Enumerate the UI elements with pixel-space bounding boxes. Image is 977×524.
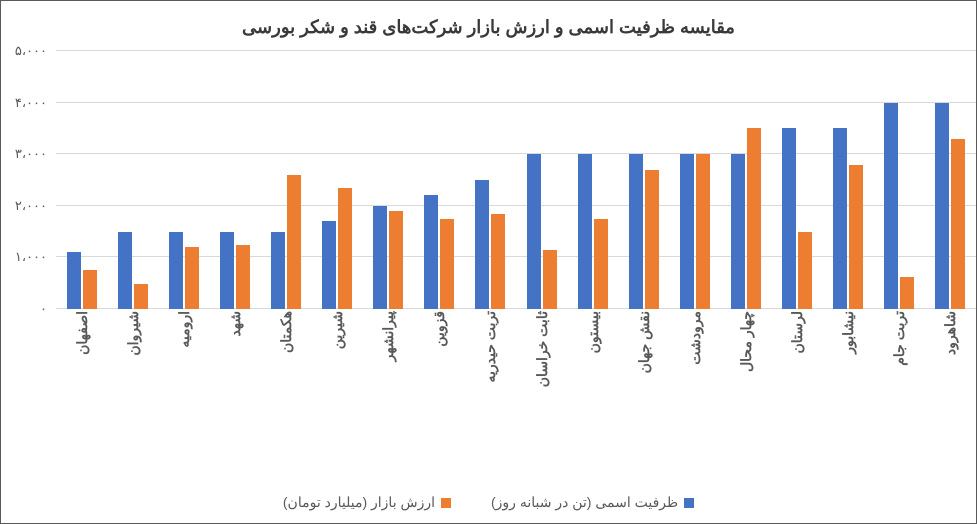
chart-container: مقایسه ظرفیت اسمی و ارزش بازار شرکت‌های …: [0, 0, 977, 524]
bar-group: [56, 252, 107, 309]
bar-market: [440, 219, 454, 309]
bar-group: [618, 154, 669, 309]
bar-market: [338, 188, 352, 309]
legend-swatch: [684, 498, 694, 508]
x-label: لرستان: [772, 311, 823, 451]
bar-capacity: [578, 154, 592, 309]
bar-capacity: [475, 180, 489, 309]
legend-item: ظرفیت اسمی (تن در شبانه روز): [491, 494, 694, 511]
bar-capacity: [373, 206, 387, 309]
bars-area: [56, 51, 976, 309]
bar-capacity: [731, 154, 745, 309]
x-label: هکمتان: [260, 311, 311, 451]
bar-capacity: [322, 221, 336, 309]
x-label: مرودشت: [669, 311, 720, 451]
bar-market: [287, 175, 301, 309]
bar-capacity: [67, 252, 81, 309]
bar-market: [134, 284, 148, 309]
bar-market: [185, 247, 199, 309]
bar-group: [414, 195, 465, 309]
bar-capacity: [169, 232, 183, 309]
x-label: ارومیه: [158, 311, 209, 451]
plot-area: ۰۱،۰۰۰۲،۰۰۰۳،۰۰۰۴،۰۰۰۵،۰۰۰: [1, 51, 976, 309]
bar-market: [900, 277, 914, 310]
bar-group: [363, 206, 414, 309]
bar-capacity: [935, 103, 949, 309]
bar-group: [567, 154, 618, 309]
x-label: تربت جام: [874, 311, 925, 451]
bar-capacity: [884, 103, 898, 309]
y-axis: ۰۱،۰۰۰۲،۰۰۰۳،۰۰۰۴،۰۰۰۵،۰۰۰: [1, 51, 51, 309]
legend: ظرفیت اسمی (تن در شبانه روز) ارزش بازار (…: [1, 494, 976, 511]
bar-market: [849, 165, 863, 309]
bar-capacity: [782, 128, 796, 309]
bar-market: [491, 214, 505, 309]
x-axis: اصفهانشیروانارومیهشهدهکمتانشیرینپیرانشهر…: [56, 311, 976, 451]
chart-title: مقایسه ظرفیت اسمی و ارزش بازار شرکت‌های …: [21, 17, 956, 38]
y-tick-label: ۲،۰۰۰: [15, 198, 47, 214]
x-label: بیستون: [567, 311, 618, 451]
bar-group: [209, 232, 260, 309]
bar-market: [236, 245, 250, 310]
x-label: ثابت خراسان: [516, 311, 567, 451]
legend-label: ظرفیت اسمی (تن در شبانه روز): [491, 494, 678, 511]
x-label: شیروان: [107, 311, 158, 451]
bar-capacity: [220, 232, 234, 309]
bar-capacity: [118, 232, 132, 309]
bar-capacity: [833, 128, 847, 309]
bar-capacity: [271, 232, 285, 309]
bar-group: [720, 128, 771, 309]
legend-swatch: [441, 498, 451, 508]
y-tick-label: ۵،۰۰۰: [15, 43, 47, 59]
legend-label: ارزش بازار (میلیارد تومان): [283, 494, 435, 511]
x-label: نیشابور: [823, 311, 874, 451]
bar-market: [747, 128, 761, 309]
bar-group: [772, 128, 823, 309]
bar-market: [951, 139, 965, 309]
bar-group: [465, 180, 516, 309]
bar-market: [389, 211, 403, 309]
bar-group: [107, 232, 158, 309]
bar-market: [83, 270, 97, 309]
legend-item: ارزش بازار (میلیارد تومان): [283, 494, 451, 511]
bar-market: [798, 232, 812, 309]
bar-group: [158, 232, 209, 309]
x-label: شهد: [209, 311, 260, 451]
x-label: شیرین: [312, 311, 363, 451]
x-label: شاهرود: [925, 311, 976, 451]
x-label: چهار محال: [720, 311, 771, 451]
y-tick-label: ۱،۰۰۰: [15, 249, 47, 265]
bar-market: [645, 170, 659, 309]
bar-group: [312, 188, 363, 309]
x-label: نقش جهان: [618, 311, 669, 451]
bar-market: [696, 154, 710, 309]
bar-capacity: [629, 154, 643, 309]
bar-market: [543, 250, 557, 309]
bar-capacity: [424, 195, 438, 309]
bar-group: [516, 154, 567, 309]
bar-market: [594, 219, 608, 309]
x-label: پیرانشهر: [363, 311, 414, 451]
x-label: تربت حیدریه: [465, 311, 516, 451]
y-tick-label: ۴،۰۰۰: [15, 95, 47, 111]
bar-group: [823, 128, 874, 309]
bar-capacity: [680, 154, 694, 309]
bar-group: [925, 103, 976, 309]
y-tick-label: ۳،۰۰۰: [15, 146, 47, 162]
bar-group: [874, 103, 925, 309]
y-tick-label: ۰: [40, 301, 47, 317]
x-label: اصفهان: [56, 311, 107, 451]
bar-capacity: [527, 154, 541, 309]
bar-group: [669, 154, 720, 309]
bar-group: [260, 175, 311, 309]
x-label: قزوین: [414, 311, 465, 451]
